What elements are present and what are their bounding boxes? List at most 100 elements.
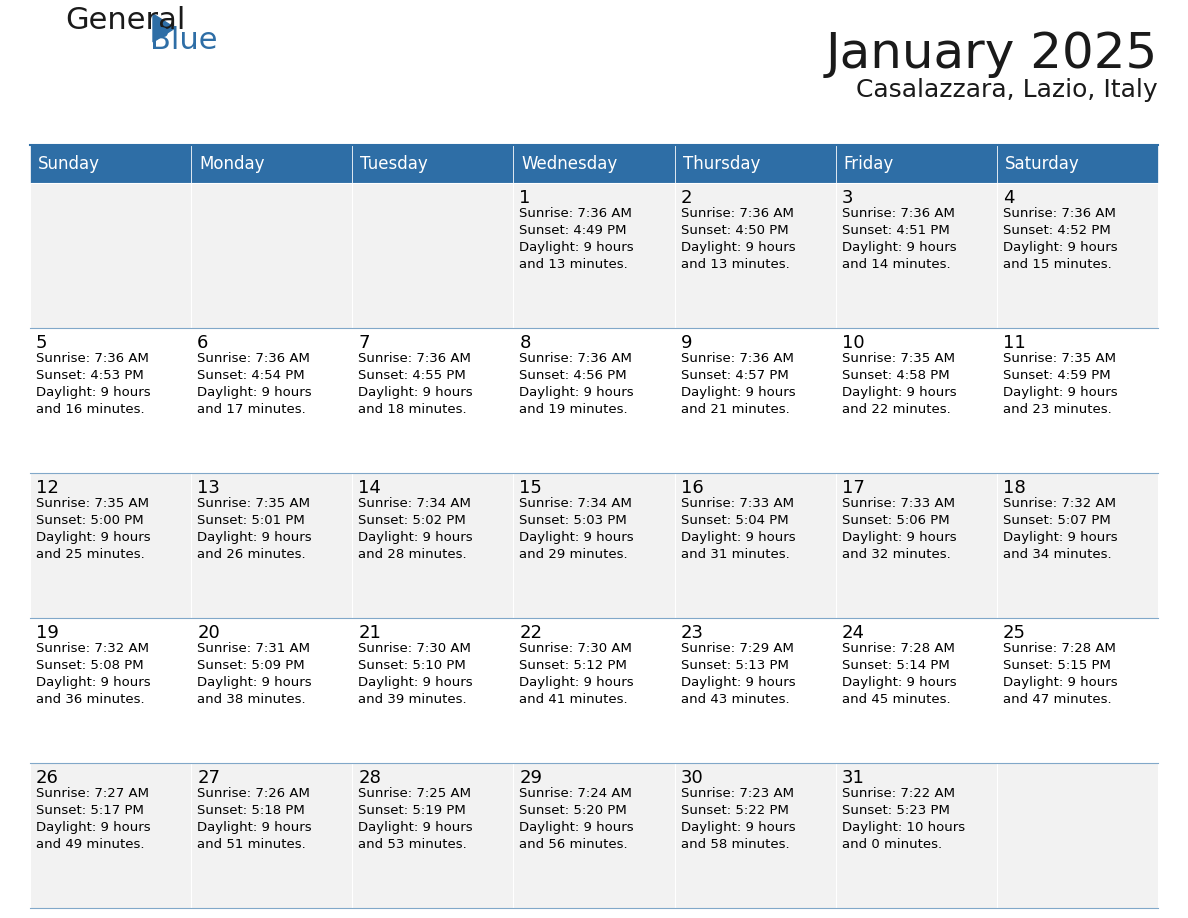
Bar [835,618,997,763]
Polygon shape [153,14,175,42]
Bar [835,328,997,473]
Text: 19: 19 [36,624,59,642]
Bar [30,618,191,763]
Bar [675,618,835,763]
Text: Sunrise: 7:35 AM
Sunset: 4:58 PM
Daylight: 9 hours
and 22 minutes.: Sunrise: 7:35 AM Sunset: 4:58 PM Dayligh… [842,352,956,416]
Text: Sunrise: 7:33 AM
Sunset: 5:06 PM
Daylight: 9 hours
and 32 minutes.: Sunrise: 7:33 AM Sunset: 5:06 PM Dayligh… [842,497,956,561]
Text: Sunrise: 7:36 AM
Sunset: 4:52 PM
Daylight: 9 hours
and 15 minutes.: Sunrise: 7:36 AM Sunset: 4:52 PM Dayligh… [1003,207,1118,271]
Bar [353,618,513,763]
Bar [30,763,191,908]
Bar [997,618,1158,763]
Bar [513,183,675,328]
Bar [997,328,1158,473]
Bar [675,473,835,618]
Text: 10: 10 [842,334,865,352]
Text: Sunrise: 7:35 AM
Sunset: 5:00 PM
Daylight: 9 hours
and 25 minutes.: Sunrise: 7:35 AM Sunset: 5:00 PM Dayligh… [36,497,151,561]
Text: 7: 7 [359,334,369,352]
Bar [30,145,191,183]
Text: 1: 1 [519,189,531,207]
Text: 3: 3 [842,189,853,207]
Text: Sunrise: 7:36 AM
Sunset: 4:55 PM
Daylight: 9 hours
and 18 minutes.: Sunrise: 7:36 AM Sunset: 4:55 PM Dayligh… [359,352,473,416]
Text: Sunrise: 7:36 AM
Sunset: 4:54 PM
Daylight: 9 hours
and 17 minutes.: Sunrise: 7:36 AM Sunset: 4:54 PM Dayligh… [197,352,311,416]
Bar [353,473,513,618]
Text: Sunrise: 7:28 AM
Sunset: 5:14 PM
Daylight: 9 hours
and 45 minutes.: Sunrise: 7:28 AM Sunset: 5:14 PM Dayligh… [842,642,956,706]
Bar [353,328,513,473]
Bar [30,183,191,328]
Bar [30,328,191,473]
Bar [513,145,675,183]
Bar [191,763,353,908]
Text: 29: 29 [519,769,543,787]
Bar [513,473,675,618]
Text: 4: 4 [1003,189,1015,207]
Text: 5: 5 [36,334,48,352]
Bar [513,328,675,473]
Text: Sunrise: 7:25 AM
Sunset: 5:19 PM
Daylight: 9 hours
and 53 minutes.: Sunrise: 7:25 AM Sunset: 5:19 PM Dayligh… [359,787,473,851]
Text: Sunrise: 7:36 AM
Sunset: 4:51 PM
Daylight: 9 hours
and 14 minutes.: Sunrise: 7:36 AM Sunset: 4:51 PM Dayligh… [842,207,956,271]
Text: 16: 16 [681,479,703,497]
Text: Sunrise: 7:33 AM
Sunset: 5:04 PM
Daylight: 9 hours
and 31 minutes.: Sunrise: 7:33 AM Sunset: 5:04 PM Dayligh… [681,497,795,561]
Bar [835,145,997,183]
Text: Sunrise: 7:23 AM
Sunset: 5:22 PM
Daylight: 9 hours
and 58 minutes.: Sunrise: 7:23 AM Sunset: 5:22 PM Dayligh… [681,787,795,851]
Text: 30: 30 [681,769,703,787]
Text: Sunrise: 7:35 AM
Sunset: 5:01 PM
Daylight: 9 hours
and 26 minutes.: Sunrise: 7:35 AM Sunset: 5:01 PM Dayligh… [197,497,311,561]
Bar [835,763,997,908]
Text: Sunrise: 7:36 AM
Sunset: 4:50 PM
Daylight: 9 hours
and 13 minutes.: Sunrise: 7:36 AM Sunset: 4:50 PM Dayligh… [681,207,795,271]
Text: Sunrise: 7:30 AM
Sunset: 5:12 PM
Daylight: 9 hours
and 41 minutes.: Sunrise: 7:30 AM Sunset: 5:12 PM Dayligh… [519,642,634,706]
Text: 17: 17 [842,479,865,497]
Text: 9: 9 [681,334,693,352]
Bar [513,618,675,763]
Text: Tuesday: Tuesday [360,155,428,173]
Bar [835,183,997,328]
Text: Sunrise: 7:28 AM
Sunset: 5:15 PM
Daylight: 9 hours
and 47 minutes.: Sunrise: 7:28 AM Sunset: 5:15 PM Dayligh… [1003,642,1118,706]
Bar [835,473,997,618]
Text: Sunrise: 7:36 AM
Sunset: 4:57 PM
Daylight: 9 hours
and 21 minutes.: Sunrise: 7:36 AM Sunset: 4:57 PM Dayligh… [681,352,795,416]
Text: 21: 21 [359,624,381,642]
Text: 13: 13 [197,479,220,497]
Text: Sunrise: 7:26 AM
Sunset: 5:18 PM
Daylight: 9 hours
and 51 minutes.: Sunrise: 7:26 AM Sunset: 5:18 PM Dayligh… [197,787,311,851]
Bar [997,145,1158,183]
Bar [997,183,1158,328]
Bar [353,145,513,183]
Text: Sunrise: 7:34 AM
Sunset: 5:03 PM
Daylight: 9 hours
and 29 minutes.: Sunrise: 7:34 AM Sunset: 5:03 PM Dayligh… [519,497,634,561]
Text: 14: 14 [359,479,381,497]
Text: Sunrise: 7:34 AM
Sunset: 5:02 PM
Daylight: 9 hours
and 28 minutes.: Sunrise: 7:34 AM Sunset: 5:02 PM Dayligh… [359,497,473,561]
Bar [353,763,513,908]
Text: Sunrise: 7:36 AM
Sunset: 4:49 PM
Daylight: 9 hours
and 13 minutes.: Sunrise: 7:36 AM Sunset: 4:49 PM Dayligh… [519,207,634,271]
Bar [191,145,353,183]
Bar [30,473,191,618]
Text: Wednesday: Wednesday [522,155,618,173]
Text: Sunrise: 7:24 AM
Sunset: 5:20 PM
Daylight: 9 hours
and 56 minutes.: Sunrise: 7:24 AM Sunset: 5:20 PM Dayligh… [519,787,634,851]
Text: Sunrise: 7:22 AM
Sunset: 5:23 PM
Daylight: 10 hours
and 0 minutes.: Sunrise: 7:22 AM Sunset: 5:23 PM Dayligh… [842,787,965,851]
Bar [997,763,1158,908]
Text: Saturday: Saturday [1005,155,1080,173]
Text: 8: 8 [519,334,531,352]
Text: Sunrise: 7:35 AM
Sunset: 4:59 PM
Daylight: 9 hours
and 23 minutes.: Sunrise: 7:35 AM Sunset: 4:59 PM Dayligh… [1003,352,1118,416]
Text: Thursday: Thursday [683,155,760,173]
Text: 20: 20 [197,624,220,642]
Bar [675,328,835,473]
Text: Sunday: Sunday [38,155,100,173]
Text: 2: 2 [681,189,693,207]
Bar [997,473,1158,618]
Text: Sunrise: 7:27 AM
Sunset: 5:17 PM
Daylight: 9 hours
and 49 minutes.: Sunrise: 7:27 AM Sunset: 5:17 PM Dayligh… [36,787,151,851]
Text: Sunrise: 7:30 AM
Sunset: 5:10 PM
Daylight: 9 hours
and 39 minutes.: Sunrise: 7:30 AM Sunset: 5:10 PM Dayligh… [359,642,473,706]
Text: 11: 11 [1003,334,1025,352]
Text: Friday: Friday [843,155,893,173]
Text: Sunrise: 7:31 AM
Sunset: 5:09 PM
Daylight: 9 hours
and 38 minutes.: Sunrise: 7:31 AM Sunset: 5:09 PM Dayligh… [197,642,311,706]
Text: Sunrise: 7:29 AM
Sunset: 5:13 PM
Daylight: 9 hours
and 43 minutes.: Sunrise: 7:29 AM Sunset: 5:13 PM Dayligh… [681,642,795,706]
Text: Blue: Blue [150,26,217,55]
Text: 15: 15 [519,479,542,497]
Text: 24: 24 [842,624,865,642]
Text: 23: 23 [681,624,703,642]
Bar [513,763,675,908]
Text: 28: 28 [359,769,381,787]
Bar [675,145,835,183]
Text: 12: 12 [36,479,59,497]
Text: 31: 31 [842,769,865,787]
Bar [191,618,353,763]
Text: Sunrise: 7:32 AM
Sunset: 5:08 PM
Daylight: 9 hours
and 36 minutes.: Sunrise: 7:32 AM Sunset: 5:08 PM Dayligh… [36,642,151,706]
Text: Sunrise: 7:36 AM
Sunset: 4:56 PM
Daylight: 9 hours
and 19 minutes.: Sunrise: 7:36 AM Sunset: 4:56 PM Dayligh… [519,352,634,416]
Text: 27: 27 [197,769,220,787]
Bar [353,183,513,328]
